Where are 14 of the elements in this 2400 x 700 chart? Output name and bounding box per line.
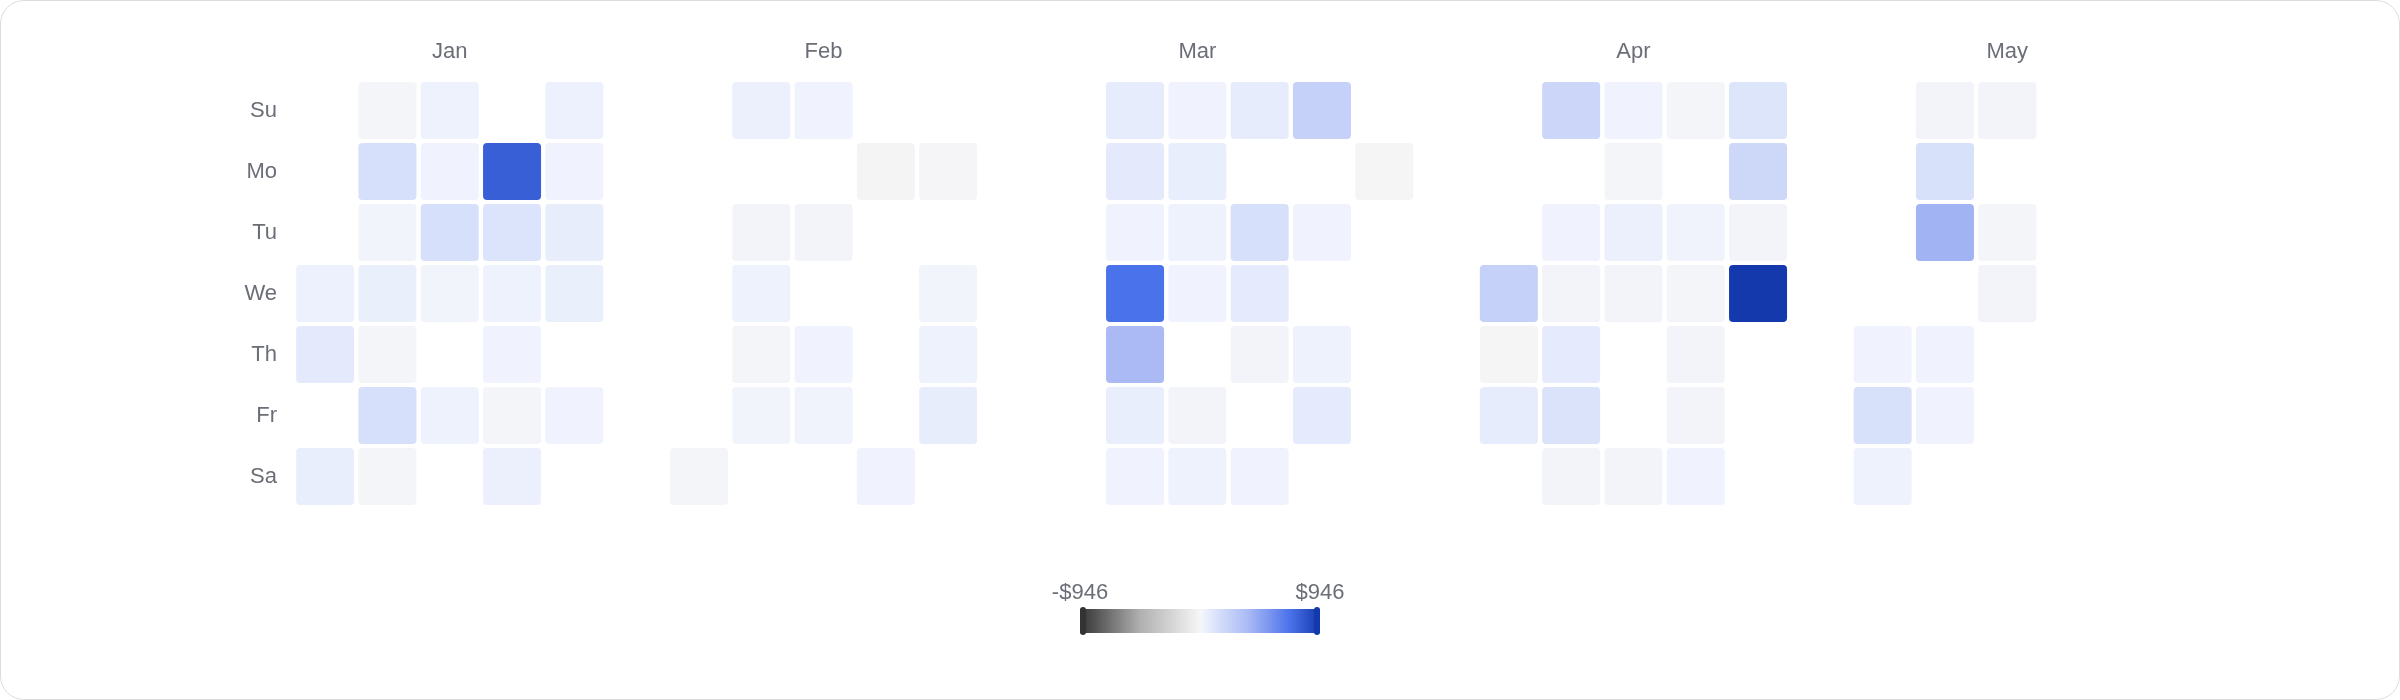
y-tick-label: Mo bbox=[246, 157, 277, 183]
y-tick-label: We bbox=[244, 279, 277, 305]
color-bar-label: $946 bbox=[1295, 579, 1345, 604]
y-tick-label: Fr bbox=[256, 401, 277, 427]
x-tick-label: Mar bbox=[1178, 38, 1217, 64]
x-tick-label: Apr bbox=[1616, 38, 1651, 64]
y-tick-label: Su bbox=[250, 96, 277, 122]
x-tick-label: May bbox=[1986, 38, 2029, 64]
y-tick-label: Tu bbox=[252, 218, 277, 244]
x-tick-label: Feb bbox=[804, 38, 843, 64]
y-tick-label: Th bbox=[251, 340, 277, 366]
x-tick-label: Jan bbox=[432, 38, 468, 64]
y-tick-label: Sa bbox=[250, 462, 278, 488]
color-bar-label: -$946 bbox=[1051, 579, 1109, 604]
